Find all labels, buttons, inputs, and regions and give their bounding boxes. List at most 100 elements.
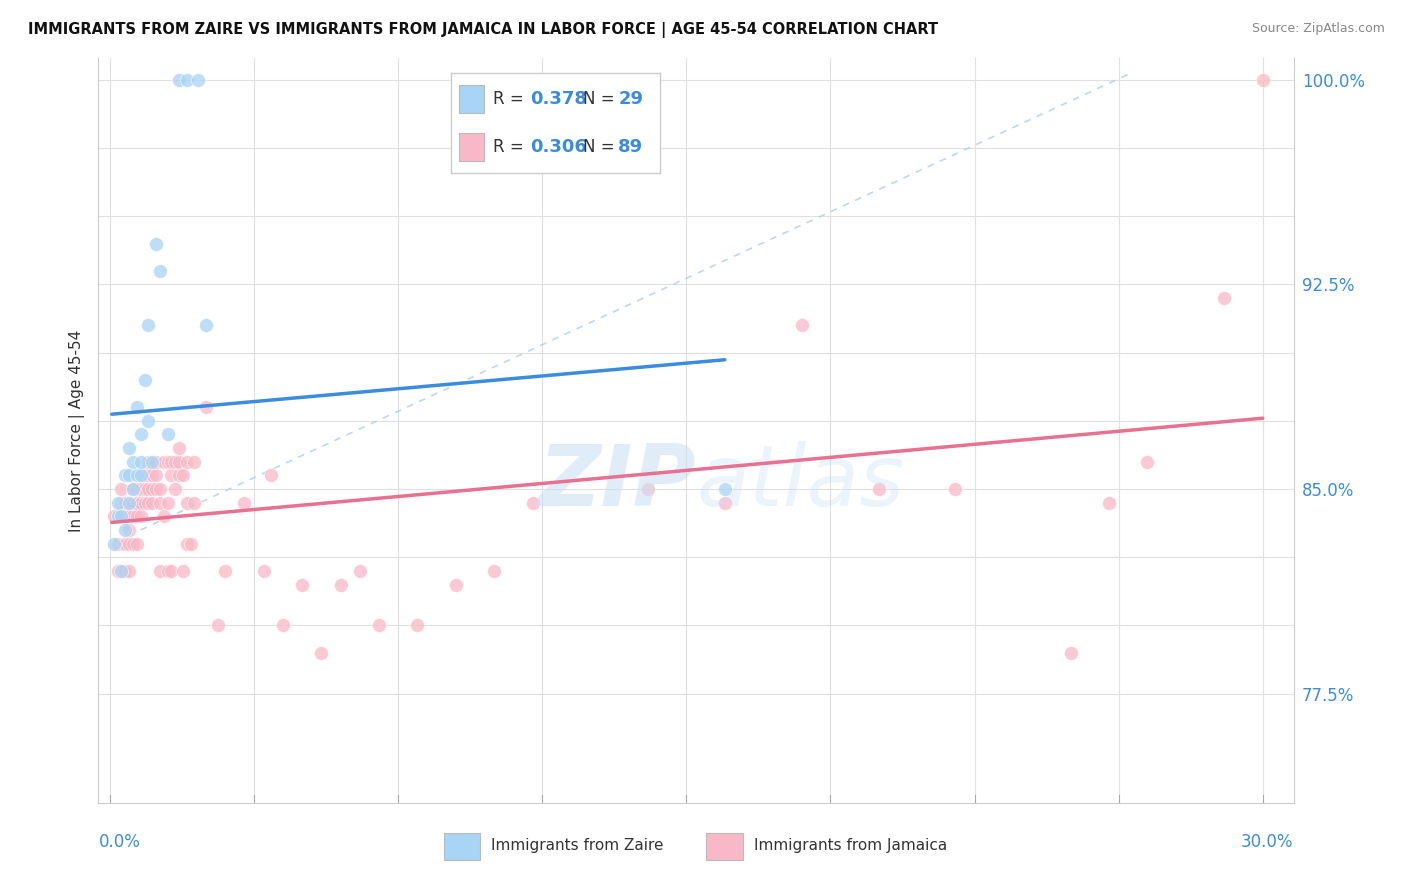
Point bbox=[107, 496, 129, 510]
Point bbox=[1213, 291, 1236, 305]
Point bbox=[114, 496, 136, 510]
Point bbox=[107, 509, 129, 524]
Point bbox=[110, 509, 132, 524]
Point bbox=[125, 536, 148, 550]
Point bbox=[522, 496, 544, 510]
Point bbox=[156, 427, 179, 442]
Point bbox=[172, 468, 194, 483]
Point bbox=[118, 468, 141, 483]
Point bbox=[349, 564, 371, 578]
Point bbox=[713, 482, 735, 496]
Point bbox=[167, 441, 190, 455]
Point bbox=[134, 468, 156, 483]
Point bbox=[156, 455, 179, 469]
Point bbox=[1098, 496, 1121, 510]
Point bbox=[444, 577, 467, 591]
Point bbox=[141, 455, 163, 469]
Point bbox=[160, 455, 183, 469]
Point bbox=[138, 496, 160, 510]
Point bbox=[114, 509, 136, 524]
Point bbox=[176, 536, 198, 550]
Text: IMMIGRANTS FROM ZAIRE VS IMMIGRANTS FROM JAMAICA IN LABOR FORCE | AGE 45-54 CORR: IMMIGRANTS FROM ZAIRE VS IMMIGRANTS FROM… bbox=[28, 22, 938, 38]
Point bbox=[165, 482, 187, 496]
Point bbox=[176, 496, 198, 510]
Point bbox=[138, 468, 160, 483]
Point bbox=[103, 509, 125, 524]
Point bbox=[145, 482, 167, 496]
Point bbox=[122, 482, 145, 496]
Point bbox=[145, 468, 167, 483]
Point bbox=[271, 618, 294, 632]
Point bbox=[233, 496, 256, 510]
Point bbox=[260, 468, 283, 483]
Point bbox=[114, 536, 136, 550]
Point bbox=[156, 564, 179, 578]
Point bbox=[129, 496, 152, 510]
Point bbox=[125, 468, 148, 483]
Point bbox=[368, 618, 391, 632]
Point bbox=[122, 455, 145, 469]
Point bbox=[207, 618, 229, 632]
Point bbox=[176, 455, 198, 469]
Text: 30.0%: 30.0% bbox=[1241, 833, 1294, 851]
Point bbox=[110, 482, 132, 496]
Y-axis label: In Labor Force | Age 45-54: In Labor Force | Age 45-54 bbox=[69, 329, 84, 532]
Point bbox=[195, 401, 218, 415]
Point bbox=[214, 564, 236, 578]
Point bbox=[122, 482, 145, 496]
Point bbox=[195, 318, 218, 333]
Point bbox=[107, 536, 129, 550]
Point bbox=[484, 564, 506, 578]
Point bbox=[110, 496, 132, 510]
Point bbox=[107, 564, 129, 578]
Point bbox=[138, 414, 160, 428]
Point bbox=[329, 577, 352, 591]
Point bbox=[152, 509, 174, 524]
Point bbox=[118, 564, 141, 578]
Point bbox=[125, 482, 148, 496]
Point bbox=[149, 264, 172, 278]
Point bbox=[129, 455, 152, 469]
Point bbox=[253, 564, 276, 578]
Text: atlas: atlas bbox=[696, 441, 904, 524]
Point bbox=[187, 72, 209, 87]
Point bbox=[943, 482, 966, 496]
Point bbox=[156, 496, 179, 510]
Point bbox=[167, 455, 190, 469]
Point bbox=[637, 482, 659, 496]
Point bbox=[138, 482, 160, 496]
Point bbox=[134, 373, 156, 387]
Point bbox=[122, 496, 145, 510]
Point bbox=[110, 509, 132, 524]
Text: Source: ZipAtlas.com: Source: ZipAtlas.com bbox=[1251, 22, 1385, 36]
Point bbox=[129, 509, 152, 524]
Point bbox=[114, 564, 136, 578]
Point bbox=[713, 496, 735, 510]
Point bbox=[125, 496, 148, 510]
Text: 0.0%: 0.0% bbox=[98, 833, 141, 851]
Point bbox=[152, 455, 174, 469]
Point bbox=[291, 577, 314, 591]
Point bbox=[1136, 455, 1159, 469]
Point bbox=[165, 455, 187, 469]
Point bbox=[406, 618, 429, 632]
Point bbox=[141, 468, 163, 483]
Point bbox=[145, 455, 167, 469]
Point bbox=[167, 72, 190, 87]
Point bbox=[129, 482, 152, 496]
Point bbox=[134, 496, 156, 510]
Point bbox=[180, 536, 202, 550]
Point bbox=[160, 468, 183, 483]
Point bbox=[114, 468, 136, 483]
Point bbox=[160, 564, 183, 578]
Point bbox=[145, 236, 167, 251]
Point bbox=[141, 482, 163, 496]
Point bbox=[118, 523, 141, 537]
Point bbox=[1251, 72, 1274, 87]
Point bbox=[311, 646, 333, 660]
Point bbox=[138, 455, 160, 469]
Point bbox=[1059, 646, 1081, 660]
Point bbox=[110, 564, 132, 578]
Point bbox=[103, 536, 125, 550]
Point bbox=[790, 318, 813, 333]
